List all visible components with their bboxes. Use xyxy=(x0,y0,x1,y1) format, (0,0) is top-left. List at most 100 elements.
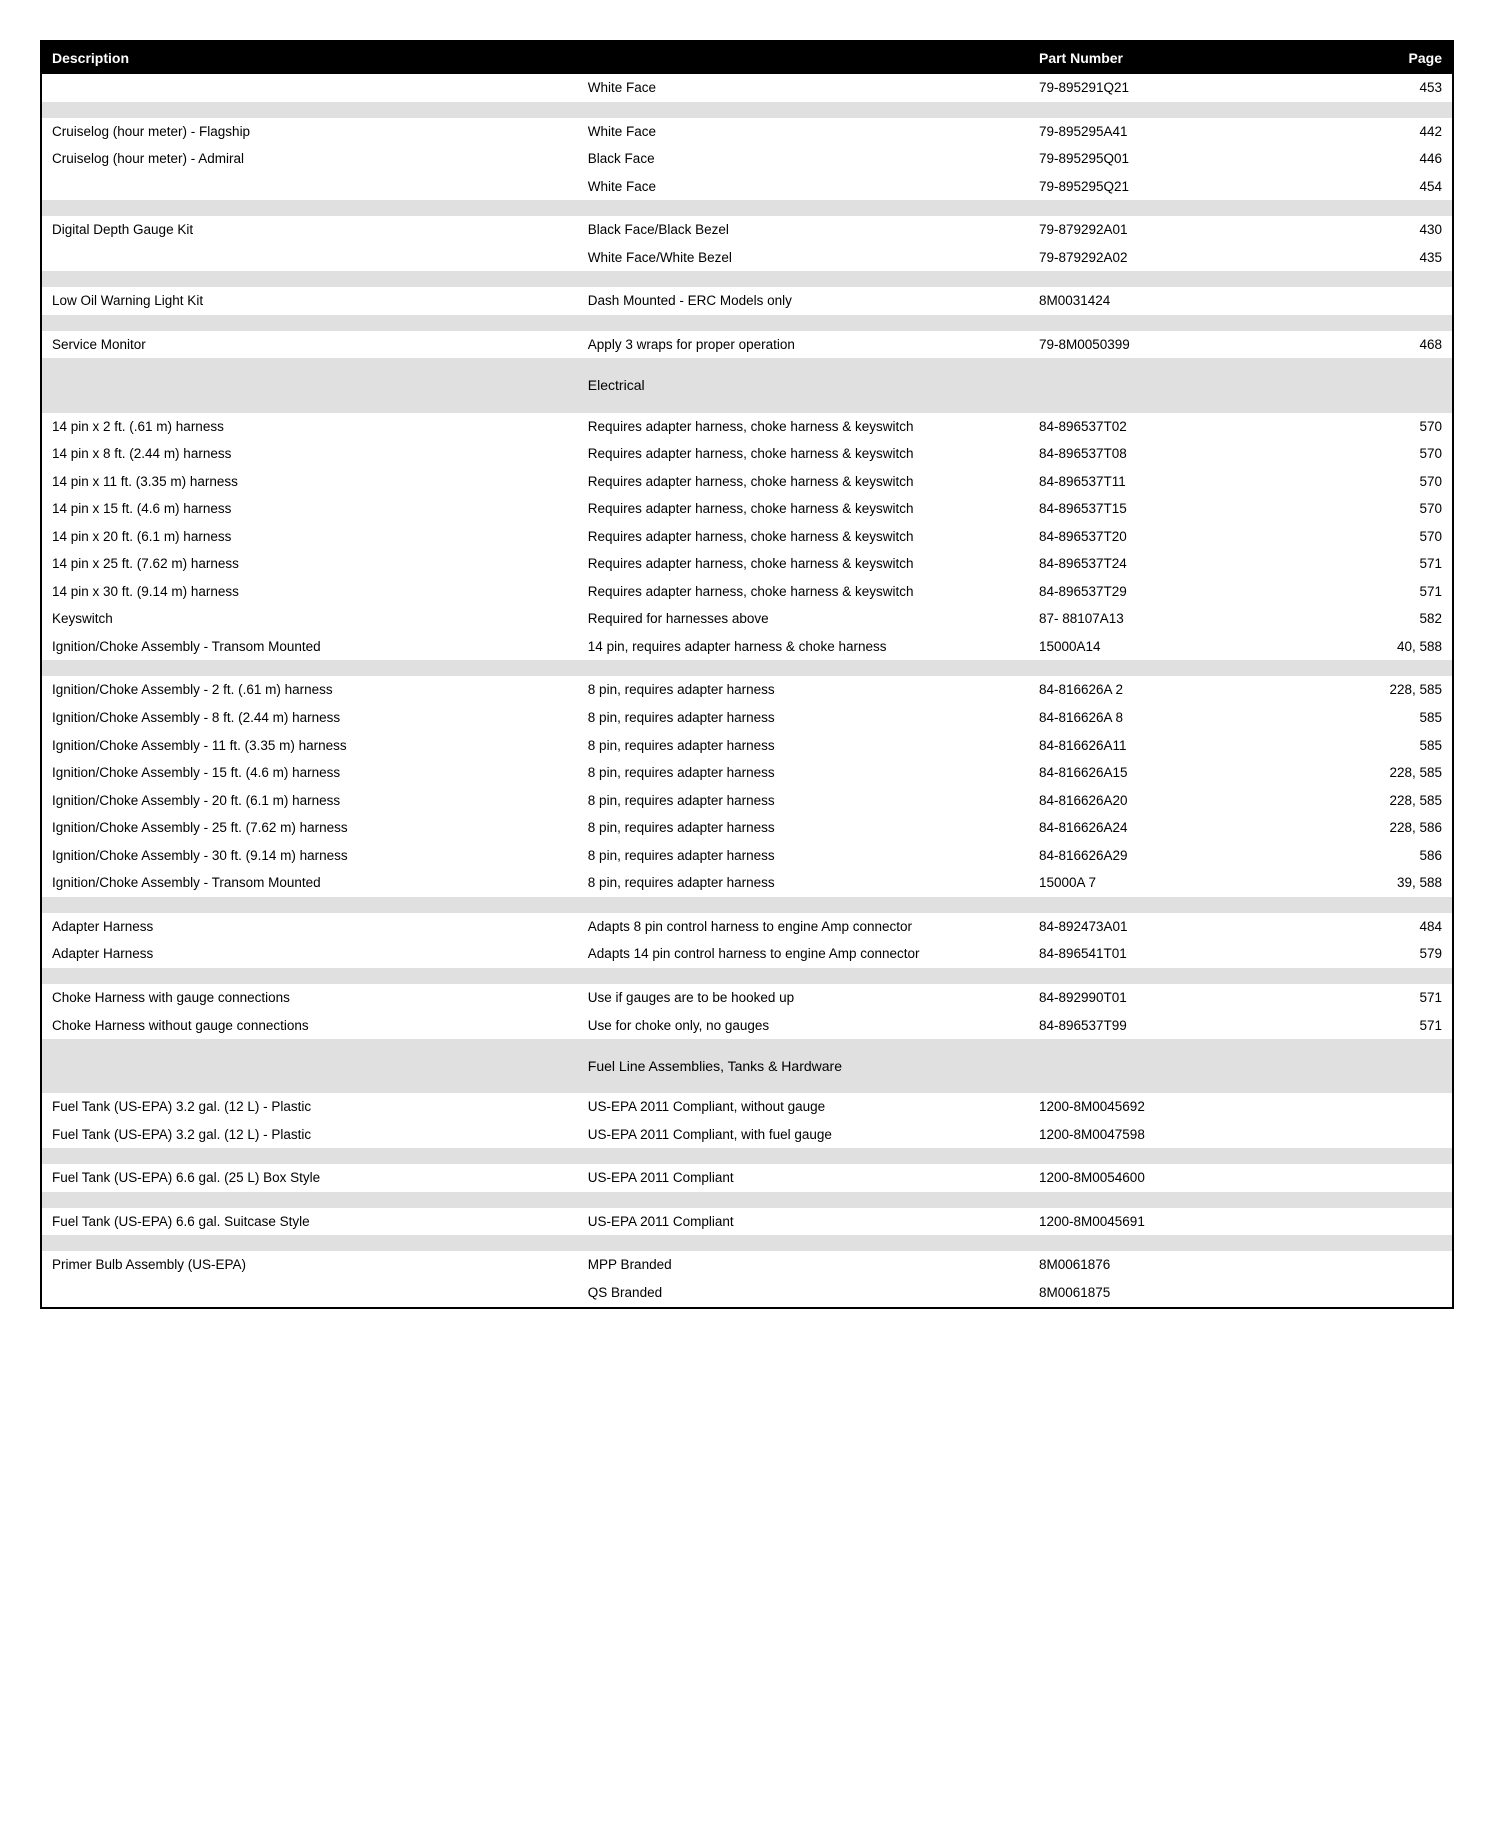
separator-row xyxy=(42,200,1452,216)
cell-page: 570 xyxy=(1311,495,1452,523)
table-row: Fuel Tank (US-EPA) 3.2 gal. (12 L) - Pla… xyxy=(42,1093,1452,1121)
cell-detail: 8 pin, requires adapter harness xyxy=(578,787,1029,815)
parts-table-wrapper: Description Part Number Page White Face7… xyxy=(40,40,1454,1309)
table-row: Ignition/Choke Assembly - 8 ft. (2.44 m)… xyxy=(42,704,1452,732)
header-page: Page xyxy=(1311,42,1452,74)
table-row: Ignition/Choke Assembly - Transom Mounte… xyxy=(42,633,1452,661)
cell-detail: Apply 3 wraps for proper operation xyxy=(578,331,1029,359)
table-body: White Face79-895291Q21453 Cruiselog (hour… xyxy=(42,74,1452,1307)
cell-page: 571 xyxy=(1311,578,1452,606)
cell-description: Ignition/Choke Assembly - 11 ft. (3.35 m… xyxy=(42,732,578,760)
table-row: White Face/White Bezel79-879292A02435 xyxy=(42,244,1452,272)
table-row: KeyswitchRequired for harnesses above87-… xyxy=(42,605,1452,633)
table-row: Service MonitorApply 3 wraps for proper … xyxy=(42,331,1452,359)
section-header-row: Fuel Line Assemblies, Tanks & Hardware xyxy=(42,1039,1452,1093)
cell-page: 586 xyxy=(1311,842,1452,870)
cell-detail: Use if gauges are to be hooked up xyxy=(578,984,1029,1012)
cell-part-number: 84-896537T29 xyxy=(1029,578,1311,606)
cell-description xyxy=(42,173,578,201)
cell-part-number: 84-816626A11 xyxy=(1029,732,1311,760)
cell-detail: 8 pin, requires adapter harness xyxy=(578,869,1029,897)
section-cell-empty xyxy=(42,358,578,412)
table-row: Choke Harness without gauge connectionsU… xyxy=(42,1012,1452,1040)
cell-description: Low Oil Warning Light Kit xyxy=(42,287,578,315)
cell-description: 14 pin x 2 ft. (.61 m) harness xyxy=(42,413,578,441)
table-row: Adapter HarnessAdapts 8 pin control harn… xyxy=(42,913,1452,941)
separator-row xyxy=(42,660,1452,676)
separator-cell xyxy=(42,315,1452,331)
table-row: 14 pin x 11 ft. (3.35 m) harnessRequires… xyxy=(42,468,1452,496)
separator-cell xyxy=(42,1192,1452,1208)
cell-page xyxy=(1311,287,1452,315)
cell-description: Ignition/Choke Assembly - 20 ft. (6.1 m)… xyxy=(42,787,578,815)
cell-detail: US-EPA 2011 Compliant xyxy=(578,1208,1029,1236)
cell-page: 571 xyxy=(1311,984,1452,1012)
cell-description: 14 pin x 11 ft. (3.35 m) harness xyxy=(42,468,578,496)
separator-row xyxy=(42,1235,1452,1251)
separator-cell xyxy=(42,200,1452,216)
separator-cell xyxy=(42,660,1452,676)
cell-description: Adapter Harness xyxy=(42,940,578,968)
cell-page: 570 xyxy=(1311,440,1452,468)
cell-description: Choke Harness with gauge connections xyxy=(42,984,578,1012)
cell-description: Ignition/Choke Assembly - 8 ft. (2.44 m)… xyxy=(42,704,578,732)
cell-detail: US-EPA 2011 Compliant xyxy=(578,1164,1029,1192)
header-description: Description xyxy=(42,42,578,74)
separator-cell xyxy=(42,271,1452,287)
cell-part-number: 79-895295Q21 xyxy=(1029,173,1311,201)
table-row: Low Oil Warning Light KitDash Mounted - … xyxy=(42,287,1452,315)
cell-page xyxy=(1311,1164,1452,1192)
cell-part-number: 79-895291Q21 xyxy=(1029,74,1311,102)
cell-detail: Dash Mounted - ERC Models only xyxy=(578,287,1029,315)
table-row: Adapter HarnessAdapts 14 pin control har… xyxy=(42,940,1452,968)
cell-description: Choke Harness without gauge connections xyxy=(42,1012,578,1040)
cell-part-number: 84-816626A15 xyxy=(1029,759,1311,787)
cell-page: 228, 585 xyxy=(1311,676,1452,704)
cell-page: 442 xyxy=(1311,118,1452,146)
table-row: White Face79-895291Q21453 xyxy=(42,74,1452,102)
table-row: Fuel Tank (US-EPA) 3.2 gal. (12 L) - Pla… xyxy=(42,1121,1452,1149)
section-label-cell: Electrical xyxy=(578,358,1029,412)
cell-detail: MPP Branded xyxy=(578,1251,1029,1279)
section-cell-empty xyxy=(42,1039,578,1093)
cell-detail: QS Branded xyxy=(578,1279,1029,1307)
cell-part-number: 84-816626A 8 xyxy=(1029,704,1311,732)
cell-part-number: 1200-8M0047598 xyxy=(1029,1121,1311,1149)
cell-page: 579 xyxy=(1311,940,1452,968)
cell-page: 484 xyxy=(1311,913,1452,941)
cell-detail: White Face/White Bezel xyxy=(578,244,1029,272)
cell-part-number: 87- 88107A13 xyxy=(1029,605,1311,633)
cell-detail: Black Face xyxy=(578,145,1029,173)
cell-description xyxy=(42,1279,578,1307)
separator-row xyxy=(42,1148,1452,1164)
cell-page xyxy=(1311,1093,1452,1121)
cell-part-number: 79-8M0050399 xyxy=(1029,331,1311,359)
cell-description: Fuel Tank (US-EPA) 6.6 gal. (25 L) Box S… xyxy=(42,1164,578,1192)
cell-detail: 8 pin, requires adapter harness xyxy=(578,842,1029,870)
cell-description: Ignition/Choke Assembly - 2 ft. (.61 m) … xyxy=(42,676,578,704)
cell-part-number: 1200-8M0045691 xyxy=(1029,1208,1311,1236)
cell-detail: Requires adapter harness, choke harness … xyxy=(578,413,1029,441)
cell-part-number: 84-896537T15 xyxy=(1029,495,1311,523)
parts-table: Description Part Number Page White Face7… xyxy=(42,42,1452,1307)
cell-page: 571 xyxy=(1311,550,1452,578)
cell-description: 14 pin x 30 ft. (9.14 m) harness xyxy=(42,578,578,606)
separator-row xyxy=(42,1192,1452,1208)
section-header-row: Electrical xyxy=(42,358,1452,412)
table-row: Cruiselog (hour meter) - AdmiralBlack Fa… xyxy=(42,145,1452,173)
cell-part-number: 84-896537T24 xyxy=(1029,550,1311,578)
cell-description: Cruiselog (hour meter) - Admiral xyxy=(42,145,578,173)
cell-part-number: 8M0061875 xyxy=(1029,1279,1311,1307)
table-row: Ignition/Choke Assembly - Transom Mounte… xyxy=(42,869,1452,897)
cell-detail: White Face xyxy=(578,173,1029,201)
cell-part-number: 84-816626A 2 xyxy=(1029,676,1311,704)
table-row: Ignition/Choke Assembly - 20 ft. (6.1 m)… xyxy=(42,787,1452,815)
cell-description: Adapter Harness xyxy=(42,913,578,941)
separator-row xyxy=(42,315,1452,331)
cell-page: 228, 585 xyxy=(1311,759,1452,787)
cell-part-number: 1200-8M0054600 xyxy=(1029,1164,1311,1192)
cell-description: Keyswitch xyxy=(42,605,578,633)
cell-description: Service Monitor xyxy=(42,331,578,359)
table-row: Ignition/Choke Assembly - 11 ft. (3.35 m… xyxy=(42,732,1452,760)
cell-page: 40, 588 xyxy=(1311,633,1452,661)
